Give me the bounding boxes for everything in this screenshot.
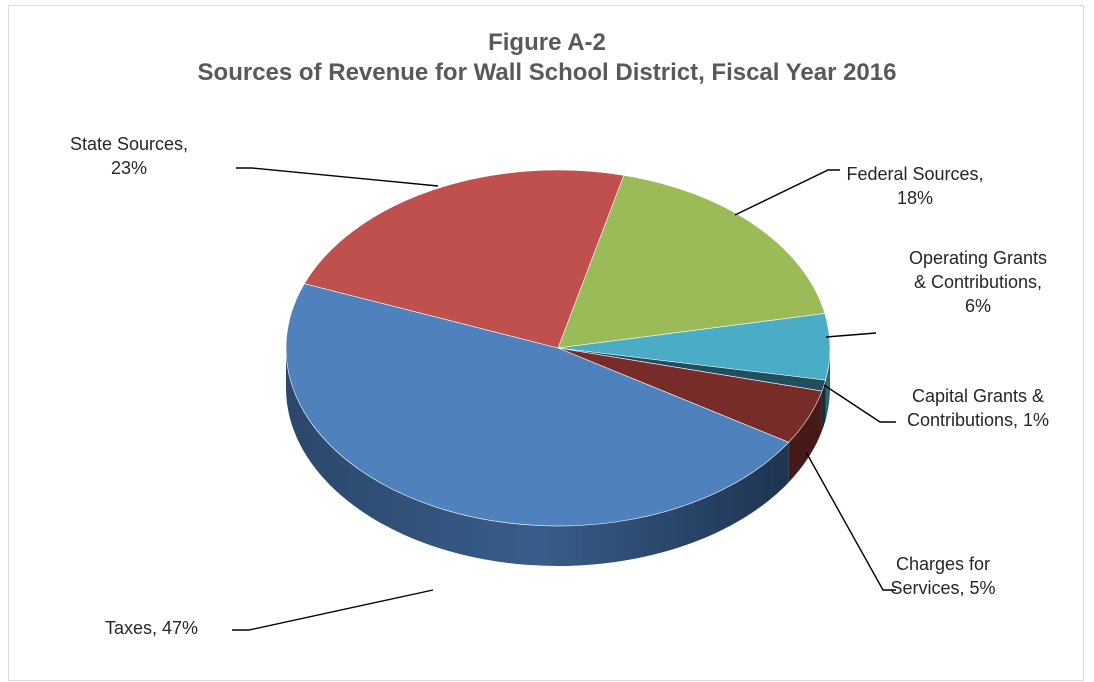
leader-line-0 <box>734 169 840 216</box>
data-label-4: Taxes, 47% <box>105 618 198 638</box>
data-label-1-line-0: Operating Grants <box>909 248 1047 268</box>
data-label-3-line-0: Charges for <box>896 554 990 574</box>
data-label-1-line-1: & Contributions, <box>914 272 1042 292</box>
data-labels: Federal Sources, 18% Operating Grants & Con… <box>70 134 1049 638</box>
leader-line-4 <box>232 589 434 631</box>
data-label-1-line-2: 6% <box>965 296 991 316</box>
leader-line-5 <box>236 167 439 187</box>
pie-side-3 <box>788 391 822 483</box>
pie-side-2 <box>821 380 826 432</box>
pie-slice-4 <box>285 283 790 527</box>
data-label-0-line-0: Federal Sources, <box>846 164 983 184</box>
data-label-3: Charges for Services, 5% <box>890 554 995 598</box>
chart-subtitle: Sources of Revenue for Wall School Distr… <box>197 59 897 86</box>
pie-side-4 <box>286 348 789 566</box>
data-label-2-line-0: Capital Grants & <box>912 386 1044 406</box>
data-label-2: Capital Grants & Contributions, 1% <box>907 386 1049 430</box>
pie-depth <box>286 348 830 566</box>
chart-title-block: Figure A-2 Sources of Revenue for Wall S… <box>0 28 1094 88</box>
leader-line-1 <box>825 332 877 338</box>
data-label-4-line-0: Taxes, 47% <box>105 618 198 638</box>
data-label-5-line-1: 23% <box>111 158 147 178</box>
data-label-5-line-0: State Sources, <box>70 134 188 154</box>
pie-slice-0 <box>557 174 826 349</box>
leader-line-3 <box>805 451 896 591</box>
data-label-5: State Sources, 23% <box>70 134 188 178</box>
data-label-1: Operating Grants & Contributions, 6% <box>909 248 1047 316</box>
leader-line-2 <box>823 384 896 423</box>
pie-slice-5 <box>303 169 625 349</box>
data-label-2-line-1: Contributions, 1% <box>907 410 1049 430</box>
data-label-3-line-1: Services, 5% <box>890 578 995 598</box>
data-label-0: Federal Sources, 18% <box>846 164 983 208</box>
leader-lines <box>232 167 896 631</box>
pie-top <box>285 169 831 527</box>
data-label-0-line-1: 18% <box>897 188 933 208</box>
chart-title: Figure A-2 <box>488 29 606 56</box>
